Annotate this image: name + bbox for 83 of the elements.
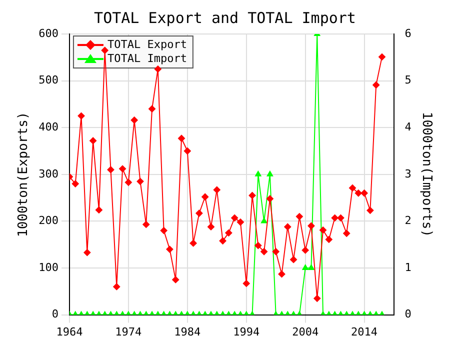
point — [308, 264, 314, 270]
y2-tick-label: 5 — [404, 74, 412, 87]
point — [72, 180, 79, 188]
point — [202, 193, 209, 200]
point — [308, 222, 315, 230]
point — [302, 246, 309, 254]
point — [325, 236, 332, 243]
point — [124, 178, 132, 186]
point — [101, 46, 108, 54]
point — [314, 294, 321, 302]
point — [320, 226, 327, 234]
point — [225, 229, 232, 236]
x-tick-label: 1974 — [115, 325, 142, 338]
point — [290, 256, 298, 264]
point — [136, 178, 144, 185]
point — [302, 264, 308, 270]
point — [372, 82, 380, 89]
point — [207, 223, 214, 230]
y2-tick-label: 2 — [404, 214, 412, 228]
point — [130, 116, 138, 124]
point — [360, 190, 368, 197]
point — [166, 246, 174, 253]
y-tick-label: 0 — [52, 308, 58, 321]
point — [119, 165, 126, 172]
point — [160, 227, 168, 234]
point — [349, 184, 356, 192]
point — [231, 214, 238, 222]
x-tick-label: 1984 — [174, 325, 202, 338]
point — [154, 66, 162, 73]
point — [260, 248, 268, 256]
point — [78, 112, 85, 120]
point — [278, 270, 286, 278]
point — [107, 166, 114, 174]
point — [178, 134, 185, 142]
chart-title: TOTAL Export and TOTAL Import — [94, 8, 356, 27]
y-tick-label: 600 — [38, 26, 58, 40]
y2-tick-label: 6 — [404, 26, 412, 40]
point — [142, 220, 150, 228]
point — [90, 137, 97, 144]
x-tick-label: 2014 — [351, 325, 378, 338]
point — [296, 213, 303, 220]
point — [219, 237, 226, 244]
point — [343, 230, 350, 237]
y2-tick-label: 1 — [404, 260, 412, 274]
point — [172, 276, 180, 284]
point — [213, 186, 220, 194]
y-tick-label: 500 — [38, 74, 58, 87]
x-tick-label: 1964 — [56, 325, 84, 338]
point — [148, 105, 156, 112]
legend-label: TOTAL Import — [107, 52, 187, 65]
y2-axis-title: 1000ton(Imports) — [418, 112, 434, 238]
x-tick-label: 2004 — [292, 325, 319, 338]
point — [354, 190, 362, 197]
point — [95, 206, 102, 214]
point — [337, 214, 344, 222]
point — [366, 206, 374, 214]
point — [242, 280, 250, 287]
y2-tick-label: 4 — [404, 120, 412, 134]
legend-label: TOTAL Export — [107, 38, 187, 51]
y-axis-title: 1000ton(Exports) — [16, 112, 32, 238]
point — [255, 170, 262, 176]
point — [248, 192, 256, 199]
y-tick-label: 400 — [38, 120, 58, 134]
point — [260, 218, 268, 224]
point — [113, 283, 120, 290]
point — [254, 242, 262, 250]
point — [266, 170, 274, 176]
point — [196, 210, 203, 217]
point — [236, 218, 244, 226]
y2-tick-label: 3 — [404, 167, 412, 180]
point — [266, 195, 274, 202]
point — [190, 240, 197, 247]
point — [184, 148, 191, 154]
y2-tick-label: 0 — [404, 308, 412, 321]
point — [284, 223, 292, 230]
point — [378, 53, 386, 60]
y-tick-label: 100 — [38, 260, 58, 274]
point — [84, 249, 91, 256]
x-tick-label: 1994 — [233, 325, 260, 338]
y-tick-label: 200 — [38, 214, 58, 228]
point — [331, 214, 338, 222]
point — [272, 248, 280, 256]
y-tick-label: 300 — [38, 167, 58, 180]
